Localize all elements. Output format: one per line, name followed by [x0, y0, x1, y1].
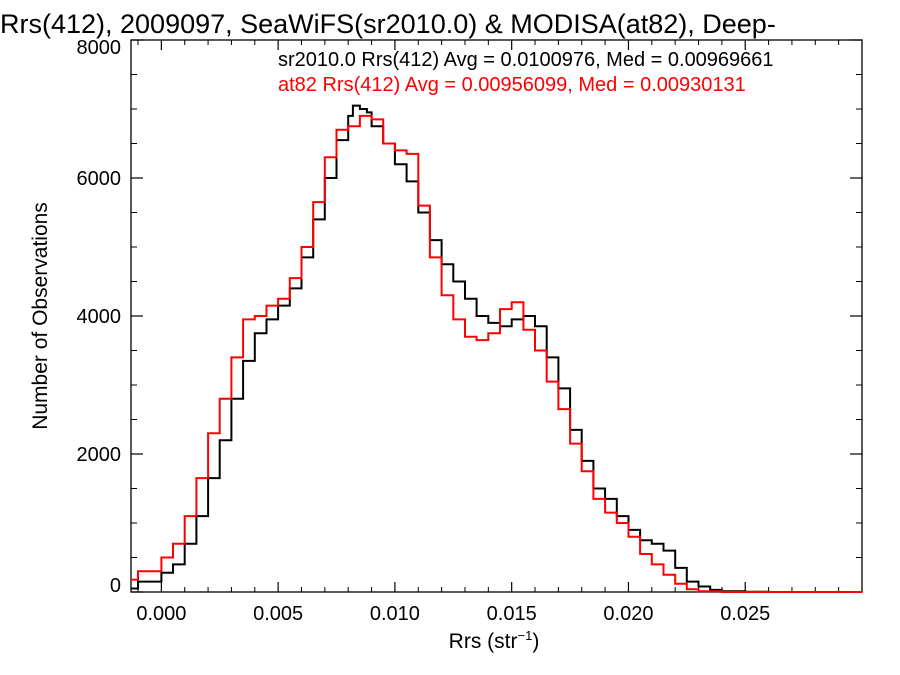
plot-frame: [130, 39, 863, 593]
legend-entry-sr2010: sr2010.0 Rrs(412) Avg = 0.0100976, Med =…: [278, 49, 774, 71]
legend: sr2010.0 Rrs(412) Avg = 0.0100976, Med =…: [278, 49, 774, 96]
y-axis-ticks: 0 2000 4000 6000 8000: [77, 37, 862, 597]
x-tick-label: 0.010: [370, 603, 420, 625]
y-tick-label: 4000: [77, 306, 122, 328]
y-tick-label: 2000: [77, 444, 122, 466]
x-tick-label: 0.020: [603, 603, 653, 625]
legend-entry-at82: at82 Rrs(412) Avg = 0.00956099, Med = 0.…: [278, 74, 746, 96]
y-tick-label: 8000: [77, 37, 122, 59]
x-tick-label: 0.005: [253, 603, 303, 625]
series-line-sr2010: [131, 104, 862, 593]
chart-title: Rrs(412), 2009097, SeaWiFS(sr2010.0) & M…: [0, 9, 776, 39]
x-tick-label: 0.015: [487, 603, 537, 625]
x-axis-label-superscript: −1: [518, 628, 533, 643]
y-tick-label: 6000: [77, 168, 122, 190]
y-axis-label: Number of Observations: [29, 202, 52, 430]
x-axis-label-close: ): [532, 630, 539, 653]
series-line-at82: [131, 114, 862, 593]
x-axis-label: Rrs (str−1): [449, 628, 540, 653]
x-axis-label-text: Rrs (str: [449, 630, 518, 653]
x-axis-ticks: 0.000 0.005 0.010 0.015 0.020 0.025: [136, 40, 840, 625]
series-group: [131, 104, 862, 593]
x-tick-label: 0.025: [720, 603, 770, 625]
x-tick-label: 0.000: [136, 603, 186, 625]
y-tick-label: 0: [110, 575, 121, 597]
